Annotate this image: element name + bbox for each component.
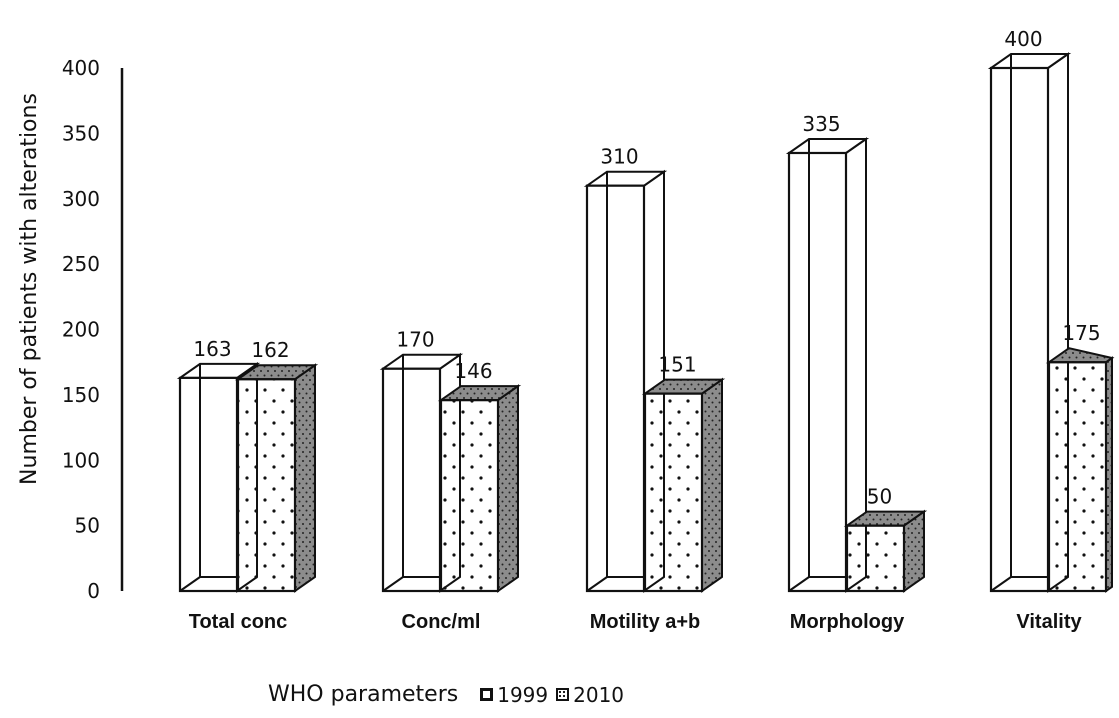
legend-label-1999: 1999 bbox=[497, 682, 549, 707]
x-tick-label: Total conc bbox=[189, 611, 288, 633]
bar-front-face bbox=[643, 392, 704, 593]
bar-front-face bbox=[1047, 361, 1108, 593]
x-tick-label: Morphology bbox=[790, 611, 905, 633]
y-tick-label: 200 bbox=[62, 318, 100, 342]
x-tick-label: Conc/ml bbox=[402, 611, 481, 633]
y-tick-label: 100 bbox=[62, 448, 100, 472]
data-label: 162 bbox=[251, 338, 289, 362]
legend-item-2010: 2010 bbox=[556, 683, 624, 707]
bar-2010 bbox=[641, 377, 726, 593]
bar-front-face bbox=[787, 151, 848, 593]
x-axis-label: WHO parameters bbox=[268, 682, 459, 707]
y-tick-label: 250 bbox=[62, 252, 100, 276]
bar-back-edge bbox=[788, 576, 810, 592]
bar-front-face bbox=[381, 367, 442, 593]
y-axis-label: Number of patients with alterations bbox=[17, 93, 42, 485]
bar-1999 bbox=[785, 137, 870, 593]
x-tick-label: Vitality bbox=[1016, 611, 1082, 633]
y-tick-label: 400 bbox=[62, 56, 100, 80]
data-label: 175 bbox=[1062, 321, 1100, 345]
bar-front-face bbox=[236, 378, 297, 593]
data-label: 163 bbox=[193, 337, 231, 361]
y-tick-label: 350 bbox=[62, 121, 100, 145]
bar-front-face bbox=[178, 376, 239, 593]
bar-back-edge bbox=[382, 576, 404, 592]
data-label: 170 bbox=[396, 328, 434, 352]
data-label: 146 bbox=[454, 359, 492, 383]
bar-2010 bbox=[1045, 347, 1115, 593]
bar-back-edge bbox=[586, 576, 608, 592]
bar-2010 bbox=[437, 384, 522, 593]
legend-swatch-2010 bbox=[556, 688, 570, 701]
bar-front-face bbox=[989, 66, 1050, 593]
data-label: 335 bbox=[802, 112, 840, 136]
bar-2010 bbox=[843, 509, 928, 593]
data-label: 50 bbox=[867, 485, 892, 509]
x-tick-label: Motility a+b bbox=[590, 611, 701, 633]
legend-label-2010: 2010 bbox=[573, 682, 625, 707]
legend: WHO parameters 1999 2010 bbox=[268, 682, 624, 707]
y-tick-label: 150 bbox=[62, 383, 100, 407]
y-tick-label: 0 bbox=[87, 579, 100, 603]
bar-2010 bbox=[234, 363, 319, 593]
data-label: 400 bbox=[1004, 27, 1042, 51]
bar-front-face bbox=[439, 399, 500, 593]
data-label: 310 bbox=[600, 145, 638, 169]
bar-side-face bbox=[294, 363, 316, 593]
legend-item-1999: 1999 bbox=[480, 683, 548, 707]
bar-side-face bbox=[497, 384, 519, 593]
bar-front-face bbox=[585, 184, 646, 593]
bar-back-edge bbox=[990, 576, 1012, 592]
data-label: 151 bbox=[658, 353, 696, 377]
y-tick-label: 50 bbox=[75, 514, 100, 538]
bar-back-edge bbox=[179, 576, 201, 592]
bar-front-face bbox=[845, 524, 906, 593]
bar-1999 bbox=[583, 169, 668, 593]
bar-side-face bbox=[701, 377, 723, 593]
y-tick-label: 300 bbox=[62, 187, 100, 211]
legend-swatch-1999 bbox=[480, 688, 494, 701]
